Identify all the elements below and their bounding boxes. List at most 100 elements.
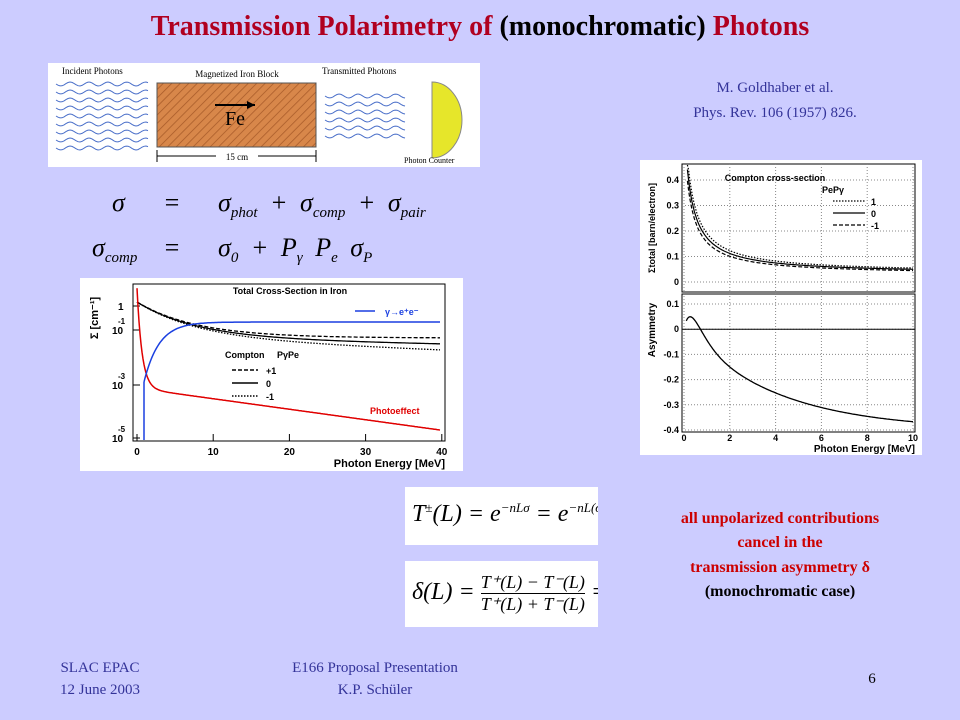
diagram-label: Photon Counter [404,156,455,165]
y-tick-label: -0.4 [663,425,679,435]
subscript: 0 [230,250,239,267]
legend-label: 1 [871,197,876,207]
page-number: 6 [868,671,876,687]
curve [686,180,914,272]
y-tick-exponent: -1 [118,317,126,326]
y-tick-exponent: -3 [118,372,126,381]
subscript: comp [312,205,346,222]
photon-wave [55,105,149,111]
photon-wave [55,97,149,103]
y-tick-label: 0.2 [666,226,679,236]
y-tick-label: -0.1 [663,349,679,359]
superscript: −nL(σ₀+σphot+σpair) [568,500,598,515]
curve [143,321,440,383]
footer-text: E166 Proposal Presentation [292,660,458,676]
legend-label: Photoeffect [370,406,420,416]
curve [136,288,441,431]
diagram-label: Incident Photons [62,66,123,76]
x-tick-label: 40 [436,447,448,458]
y-tick-label: 10 [112,326,124,337]
formula-box [405,487,598,545]
x-axis-label: Photon Energy [MeV] [334,458,446,470]
note-line: all unpolarized contributions [681,510,879,527]
photon-wave [55,113,149,119]
equation-rhs: σphot + σcomp + σpair [218,188,426,222]
footer: SLAC EPAC 12 June 2003 E166 Proposal Pre… [60,660,876,698]
x-tick-label: 0 [681,433,686,443]
symbol: σ [112,188,125,217]
title-part: Photons [713,11,810,42]
x-tick-label: 8 [865,433,870,443]
legend-label: -1 [266,392,274,402]
y-tick-label: -0.2 [663,375,679,385]
symbol: δ(L) = [412,579,481,606]
symbol: = [163,188,181,217]
y-tick-label: 0.1 [666,252,679,262]
footer-text: SLAC EPAC [60,660,139,676]
x-tick-label: 0 [134,447,140,458]
legend-title: PγPe [277,350,299,360]
y-tick-label: 1 [118,302,124,313]
reference: Phys. Rev. 106 (1957) 826. [693,105,857,121]
reference: M. Goldhaber et al. [716,80,833,96]
y-tick-exponent: -5 [118,425,126,434]
note-line: cancel in the [737,534,822,551]
symbol: + [250,233,269,262]
photon-wave [55,145,149,151]
symbol: σ [218,188,231,217]
symbol: σ [387,188,401,217]
symbol: = e [529,501,569,527]
photon-wave [324,109,406,115]
symbol: = tanh(nLP [585,579,598,605]
x-tick-label: 20 [284,447,296,458]
formula: T±(L) = e−nLσ = e−nL(σ₀+σphot+σpair) e±n… [412,500,598,528]
curve [685,316,914,423]
symbol: P [315,233,332,262]
plot-frame [681,163,916,293]
symbol: σ [300,188,313,217]
symbol: = [163,233,181,262]
symbol: σ [350,233,364,262]
diagram-label: Transmitted Photons [322,66,397,76]
iron-block [156,82,317,148]
note: all unpolarized contributions cancel in … [681,510,879,600]
numerator: T⁺(L) − T⁻(L) [480,572,585,594]
subscript: e [331,250,338,267]
title-part: Transmission Polarimetry of [151,11,493,42]
y-tick-label: 0.4 [666,175,679,185]
symbol: P [280,233,297,262]
subscript: pair [400,205,426,222]
symbol: σ [218,233,231,262]
symbol: (L) = e [432,501,501,527]
equation-rhs: σ0 + Pγ Pe σP [218,233,372,267]
plot-bg [640,160,922,455]
equation-lhs: σcomp [92,233,137,267]
note-line: transmission asymmetry δ [690,559,870,576]
plot-right: 0 2 4 6 8 100.40.30.20.100.10-0.1-0.2-0.3-0.4… [640,160,922,455]
formula: δ(L) = T⁺(L) − T⁻(L)T⁺(L) + T⁻(L) = tanh… [412,572,598,615]
denominator: T⁺(L) + T⁻(L) [480,594,585,614]
legend-label: 0 [266,379,271,389]
equation-lhs: σ [112,188,125,218]
equation-sign: = [163,188,181,218]
plot-title: Total Cross-Section in Iron [233,286,347,296]
symbol: + [357,188,376,217]
y-tick-label: 0.1 [666,299,679,309]
curve [686,169,913,270]
x-tick-label: 2 [727,433,732,443]
diagram-label: Fe [225,108,245,130]
y-tick-label: -0.3 [663,400,679,410]
superscript: ± [425,500,433,515]
x-tick-label: 10 [208,447,220,458]
diagram-label: Magnetized Iron Block [195,69,279,79]
photon-wave [324,117,406,123]
y-axis-label: Σtotal [barn/electron] [647,183,657,273]
subscript: comp [104,250,138,267]
symbol: T [412,501,426,527]
photon-counter [431,81,463,159]
footer-text: 12 June 2003 [60,682,140,698]
subscript: γ [296,250,303,267]
